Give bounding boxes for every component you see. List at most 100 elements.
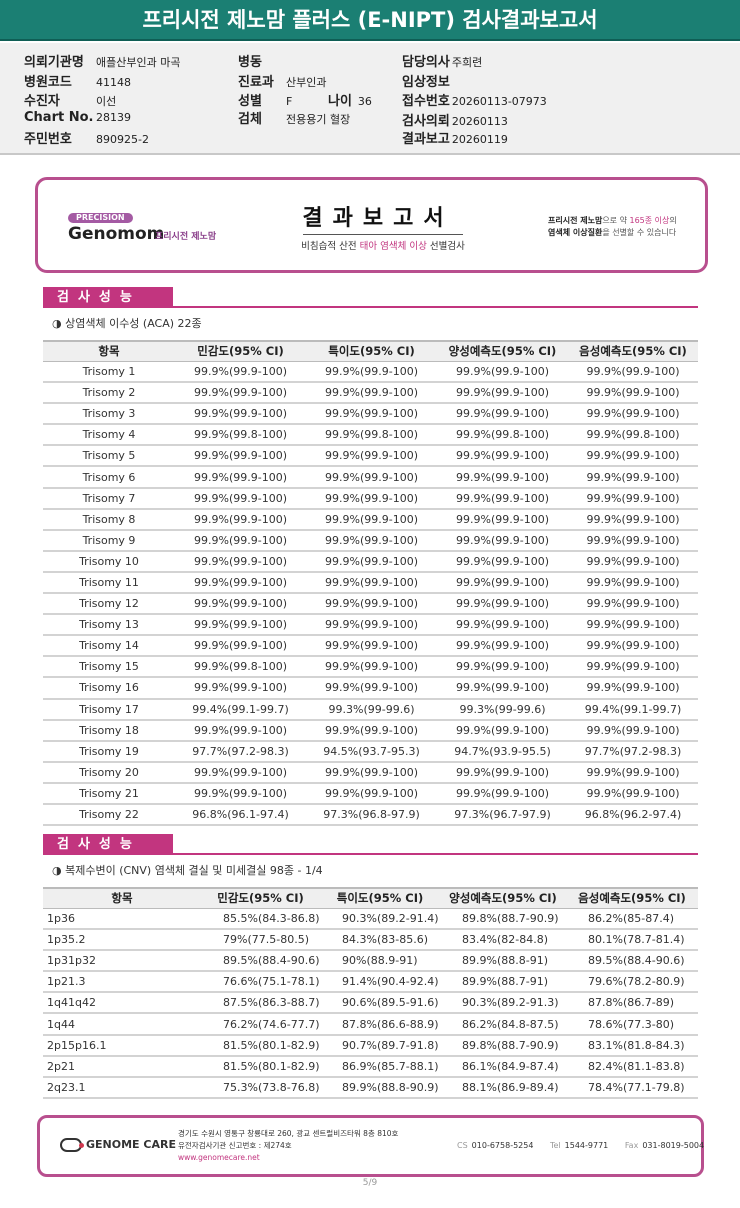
- table-cell: 86.2%(85-87.4): [566, 908, 698, 931]
- table-cell: 99.9%(99.9-100): [175, 550, 306, 573]
- company-address: 경기도 수원시 영통구 창룡대로 260, 광교 센트럴비즈타워 8층 810호…: [178, 1129, 399, 1162]
- table-cell: 99.9%(99.9-100): [306, 529, 437, 552]
- table-cell: 99.9%(99.9-100): [306, 487, 437, 510]
- table-cell: 99.9%(99.9-100): [568, 550, 698, 573]
- divider: [303, 234, 463, 235]
- table-cell: 99.9%(99.9-100): [175, 529, 306, 552]
- item-name-cell: Trisomy 16: [43, 677, 175, 700]
- table-cell: 96.8%(96.1-97.4): [175, 803, 306, 827]
- table-row: Trisomy 7 99.9%(99.9-100) 99.9%(99.9-100) 9…: [43, 487, 698, 510]
- table-cell: 99.9%(99.9-100): [175, 403, 306, 426]
- table-cell: 90.6%(89.5-91.6): [320, 992, 440, 1015]
- cnv-performance-table: 항목 민감도(95% CI) 특이도(95% CI) 양성예측도(95% CI) 음성예…: [43, 887, 698, 1099]
- column-header: 특이도(95% CI): [306, 340, 437, 362]
- department-field: 진료과 산부인과: [238, 75, 327, 90]
- logo-subtitle: 프리시전 제노맘: [155, 232, 217, 242]
- table-row: Trisomy 18 99.9%(99.9-100) 99.9%(99.9-100)…: [43, 719, 698, 742]
- column-header: 특이도(95% CI): [320, 887, 440, 909]
- table-cell: 99.9%(99.9-100): [437, 571, 568, 595]
- item-name-cell: Trisomy 5: [43, 445, 175, 468]
- table-row: Trisomy 5 99.9%(99.9-100) 99.9%(99.9-100) 9…: [43, 445, 698, 468]
- table-cell: 99.9%(99.9-100): [437, 361, 568, 384]
- table-cell: 89.5%(88.4-90.6): [201, 950, 320, 973]
- table-cell: 99.9%(99.9-100): [175, 593, 306, 616]
- table-cell: 99.9%(99.9-100): [175, 487, 306, 510]
- table-cell: 99.9%(99.9-100): [568, 593, 698, 616]
- aca-subtitle: ◑ 상염색체 이수성 (ACA) 22종: [52, 317, 202, 330]
- item-name-cell: 1q44: [43, 1013, 201, 1036]
- table-cell: 99.9%(99.9-100): [437, 593, 568, 616]
- table-cell: 99.9%(99.9-100): [175, 382, 306, 405]
- cnv-subtitle: ◑ 복제수변이 (CNV) 염색체 결실 및 미세결실 98종 - 1/4: [52, 864, 323, 877]
- table-row: Trisomy 4 99.9%(99.8-100) 99.9%(99.8-100) 9…: [43, 424, 698, 447]
- table-row: Trisomy 20 99.9%(99.9-100) 99.9%(99.9-100)…: [43, 761, 698, 784]
- table-row: Trisomy 21 99.9%(99.9-100) 99.9%(99.9-100)…: [43, 782, 698, 805]
- column-header: 항목: [43, 340, 175, 362]
- table-cell: 99.9%(99.9-100): [306, 719, 437, 742]
- table-cell: 97.3%(96.8-97.9): [306, 803, 437, 827]
- item-name-cell: 2p15p16.1: [43, 1034, 201, 1057]
- item-name-cell: 1p36: [43, 908, 201, 931]
- contact-info: CS 010-6758-5254 Tel 1544-9771 Fax 031-8019…: [457, 1141, 705, 1150]
- table-cell: 81.5%(80.1-82.9): [201, 1055, 320, 1078]
- item-name-cell: Trisomy 3: [43, 403, 175, 426]
- table-cell: 99.9%(99.9-100): [568, 382, 698, 405]
- table-header-row: 항목 민감도(95% CI) 특이도(95% CI) 양성예측도(95% CI) 음성예…: [43, 887, 698, 909]
- table-cell: 78.6%(77.3-80): [566, 1013, 698, 1036]
- table-cell: 99.9%(99.9-100): [175, 761, 306, 784]
- report-title: 프리시전 제노맘 플러스 (E-NIPT) 검사결과보고서: [0, 0, 740, 41]
- footer-box: GENOME CARE 경기도 수원시 영통구 창룡대로 260, 광교 센트럴…: [37, 1115, 704, 1177]
- table-cell: 90.3%(89.2-91.3): [440, 992, 566, 1015]
- table-cell: 99.9%(99.9-100): [437, 466, 568, 489]
- section-header-performance: 검사성능: [43, 287, 698, 308]
- table-cell: 99.9%(99.9-100): [175, 466, 306, 489]
- table-cell: 82.4%(81.1-83.8): [566, 1055, 698, 1078]
- table-row: Trisomy 16 99.9%(99.9-100) 99.9%(99.9-100)…: [43, 677, 698, 700]
- table-cell: 99.9%(99.9-100): [568, 782, 698, 805]
- report-date-field: 결과보고 20260119: [402, 132, 508, 147]
- table-cell: 99.9%(99.9-100): [175, 571, 306, 595]
- table-cell: 99.9%(99.9-100): [437, 487, 568, 510]
- table-cell: 83.4%(82-84.8): [440, 929, 566, 952]
- item-name-cell: 1p35.2: [43, 929, 201, 952]
- table-cell: 99.9%(99.9-100): [175, 719, 306, 742]
- table-cell: 99.9%(99.9-100): [437, 635, 568, 658]
- item-name-cell: Trisomy 4: [43, 424, 175, 447]
- ward-field: 병동: [238, 55, 262, 70]
- table-cell: 99.9%(99.9-100): [568, 719, 698, 742]
- doctor-field: 담당의사 주희련: [402, 55, 483, 70]
- item-name-cell: Trisomy 6: [43, 466, 175, 489]
- table-cell: 97.7%(97.2-98.3): [175, 740, 306, 763]
- table-cell: 99.9%(99.8-100): [306, 424, 437, 447]
- table-cell: 99.9%(99.9-100): [306, 382, 437, 405]
- table-cell: 99.9%(99.9-100): [437, 782, 568, 805]
- table-cell: 89.9%(88.8-91): [440, 950, 566, 973]
- genomom-logo: Genomom: [68, 224, 165, 244]
- website-link[interactable]: www.genomecare.net: [178, 1153, 260, 1162]
- table-header-row: 항목 민감도(95% CI) 특이도(95% CI) 양성예측도(95% CI) 음성예…: [43, 340, 698, 362]
- item-name-cell: Trisomy 1: [43, 361, 175, 384]
- table-cell: 99.9%(99.9-100): [306, 361, 437, 384]
- item-name-cell: Trisomy 20: [43, 761, 175, 784]
- item-name-cell: 1p21.3: [43, 971, 201, 994]
- table-cell: 99.9%(99.9-100): [437, 550, 568, 573]
- table-cell: 99.9%(99.9-100): [306, 593, 437, 616]
- age-field: 나이 36: [328, 94, 372, 109]
- table-cell: 99.9%(99.9-100): [568, 361, 698, 384]
- genome-care-logo-icon: [60, 1138, 84, 1152]
- item-name-cell: Trisomy 15: [43, 656, 175, 679]
- genome-care-logo: GENOME CARE: [60, 1138, 176, 1152]
- table-cell: 84.3%(83-85.6): [320, 929, 440, 952]
- table-cell: 86.9%(85.7-88.1): [320, 1055, 440, 1078]
- table-row: Trisomy 10 99.9%(99.9-100) 99.9%(99.9-100)…: [43, 550, 698, 573]
- table-cell: 99.9%(99.9-100): [175, 614, 306, 637]
- table-cell: 99.9%(99.9-100): [568, 403, 698, 426]
- table-cell: 99.9%(99.9-100): [437, 529, 568, 552]
- table-cell: 87.5%(86.3-88.7): [201, 992, 320, 1015]
- table-row: Trisomy 3 99.9%(99.9-100) 99.9%(99.9-100) 9…: [43, 403, 698, 426]
- table-cell: 99.9%(99.9-100): [306, 550, 437, 573]
- table-cell: 99.9%(99.9-100): [568, 487, 698, 510]
- table-cell: 99.9%(99.8-100): [437, 424, 568, 447]
- table-cell: 99.9%(99.9-100): [306, 656, 437, 679]
- table-cell: 75.3%(73.8-76.8): [201, 1076, 320, 1099]
